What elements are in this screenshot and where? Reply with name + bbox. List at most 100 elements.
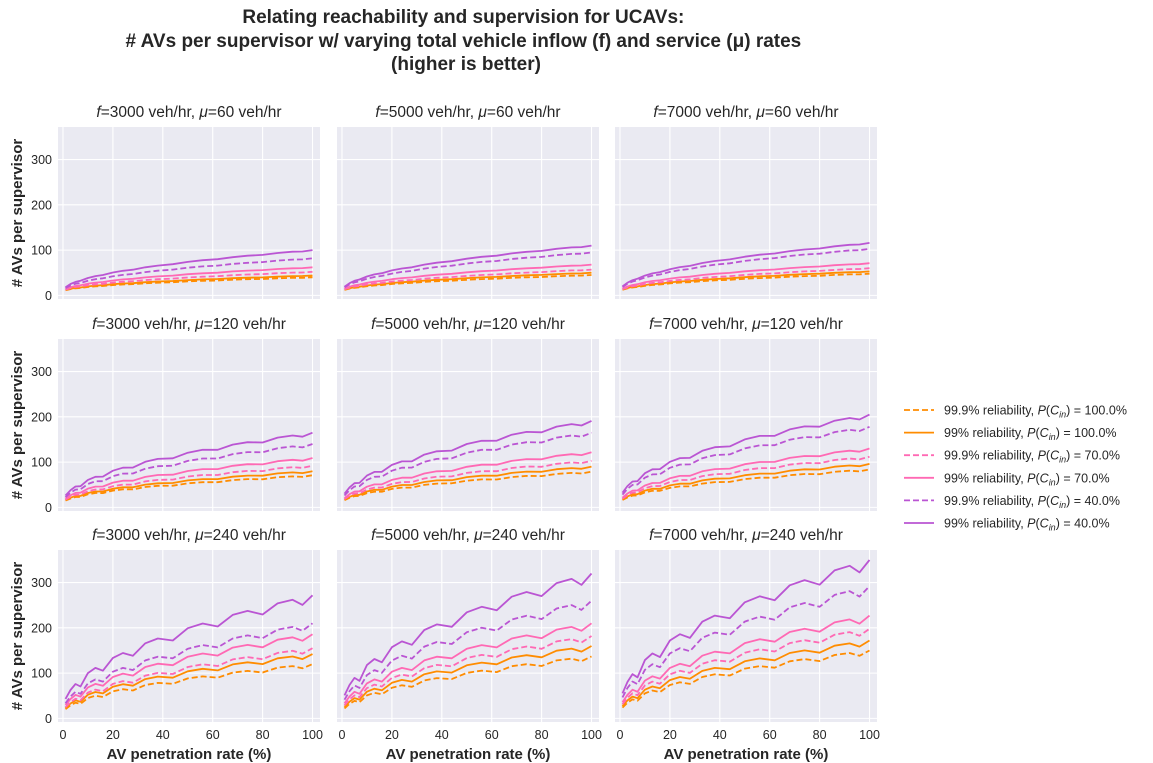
title-mu-symbol: μ (473, 316, 483, 333)
x-tick-label: 80 (256, 728, 270, 742)
subplot-7000-240: f=7000 veh/hr, μ=240 veh/hr 0 20 40 60 80 100 A… (615, 527, 880, 763)
figure-title: Relating reachability and supervision fo… (125, 7, 806, 75)
title-mu-symbol: μ (755, 104, 765, 121)
series-line-4 (622, 262, 870, 290)
series-line-5 (343, 600, 593, 701)
subplot-title: f=3000 veh/hr, μ=240 veh/hr (92, 527, 286, 544)
y-axis-label: # AVs per supervisor (9, 139, 26, 288)
series-line-6 (621, 413, 870, 494)
title-mu-symbol: μ (473, 527, 483, 544)
y-tick-label: 200 (31, 198, 52, 212)
y-tick-label: 0 (45, 501, 52, 515)
legend-item: 99% reliability, P(Cin) = 70.0% (904, 471, 1110, 487)
figure-title-line-1: Relating reachability and supervision fo… (242, 7, 684, 28)
x-tick-label: 100 (302, 728, 323, 742)
title-f-symbol: f (371, 527, 377, 544)
series-line-2 (344, 465, 592, 501)
title-f-value: =3000 veh/hr, (96, 527, 195, 544)
subplot-title: f=5000 veh/hr, μ=240 veh/hr (371, 527, 565, 544)
subplot-title: f=7000 veh/hr, μ=120 veh/hr (649, 316, 843, 333)
title-f-symbol: f (96, 104, 102, 121)
plot-area (615, 339, 877, 511)
subplot-5000-120: f=5000 veh/hr, μ=120 veh/hr (337, 316, 599, 511)
series-line-1 (344, 470, 592, 502)
title-mu-symbol: μ (751, 316, 761, 333)
legend-label: 99.9% reliability, P(Cin) = 70.0% (944, 449, 1120, 465)
legend-item: 99.9% reliability, P(Cin) = 40.0% (904, 494, 1120, 510)
series-line-1 (64, 663, 313, 710)
subplot-5000-60: f=5000 veh/hr, μ=60 veh/hr (337, 104, 599, 299)
title-mu-value: =60 veh/hr (208, 104, 282, 121)
title-mu-value: =240 veh/hr (761, 527, 843, 544)
legend-item: 99% reliability, P(Cin) = 40.0% (904, 517, 1110, 533)
subplot-title: f=3000 veh/hr, μ=120 veh/hr (92, 316, 286, 333)
title-f-value: =3000 veh/hr, (96, 316, 195, 333)
y-tick-label: 200 (31, 410, 52, 424)
series-line-3 (344, 268, 592, 291)
subplot-title: f=7000 veh/hr, μ=240 veh/hr (649, 527, 843, 544)
x-tick-label: 40 (435, 728, 449, 742)
x-tick-label: 20 (106, 728, 120, 742)
series-line-4 (621, 447, 870, 499)
x-tick-label: 60 (763, 728, 777, 742)
x-tick-label: 60 (206, 728, 220, 742)
subplot-3000-120: f=3000 veh/hr, μ=120 veh/hr 0 100 200 300 # A… (9, 316, 320, 515)
legend-label: 99% reliability, P(Cin) = 100.0% (944, 426, 1117, 442)
series-line-6 (65, 249, 313, 288)
x-tick-label: 20 (385, 728, 399, 742)
series-line-4 (343, 622, 593, 704)
plot-area (337, 550, 599, 722)
title-mu-value: =240 veh/hr (483, 527, 565, 544)
x-tick-label: 0 (339, 728, 346, 742)
series-line-2 (622, 270, 870, 291)
series-line-3 (344, 459, 592, 500)
x-tick-label: 0 (617, 728, 624, 742)
legend-item: 99.9% reliability, P(Cin) = 70.0% (904, 449, 1120, 465)
series-line-4 (64, 633, 313, 706)
legend-label: 99% reliability, P(Cin) = 40.0% (944, 517, 1110, 533)
series-line-2 (343, 645, 592, 708)
x-tick-label: 60 (485, 728, 499, 742)
series-line-3 (65, 464, 313, 501)
title-mu-symbol: μ (477, 104, 487, 121)
series-line-5 (65, 257, 313, 289)
title-f-value: =7000 veh/hr, (658, 104, 757, 121)
series-line-3 (65, 270, 313, 291)
series-line-1 (65, 474, 313, 502)
series-line-1 (621, 649, 870, 709)
series-line-3 (622, 267, 870, 291)
series-line-5 (622, 247, 870, 288)
y-tick-label: 100 (31, 667, 52, 681)
figure-title-line-3: (higher is better) (391, 54, 541, 75)
title-mu-symbol: μ (198, 104, 208, 121)
series-line-4 (64, 457, 313, 500)
title-f-value: =3000 veh/hr, (101, 104, 200, 121)
series-line-1 (622, 468, 870, 501)
y-axis-label: # AVs per supervisor (9, 351, 26, 500)
series-line-6 (621, 559, 871, 694)
series-line-2 (64, 653, 313, 709)
title-mu-value: =60 veh/hr (765, 104, 839, 121)
y-tick-label: 300 (31, 365, 52, 379)
y-tick-label: 100 (31, 456, 52, 470)
series-line-3 (621, 455, 870, 500)
legend: 99.9% reliability, P(Cin) = 100.0% 99% re… (904, 404, 1127, 533)
series-line-2 (622, 463, 870, 501)
series-line-2 (65, 470, 313, 502)
x-axis-label: AV penetration rate (%) (664, 746, 829, 763)
x-tick-label: 80 (535, 728, 549, 742)
series-line-2 (65, 274, 313, 291)
legend-label: 99.9% reliability, P(Cin) = 100.0% (944, 404, 1127, 420)
plot-area (58, 127, 320, 299)
title-f-symbol: f (375, 104, 381, 121)
series-line-4 (343, 451, 592, 499)
x-tick-label: 40 (713, 728, 727, 742)
series-line-5 (344, 251, 592, 289)
title-mu-value: =120 veh/hr (204, 316, 286, 333)
y-tick-label: 300 (31, 576, 52, 590)
series-line-4 (621, 614, 871, 703)
series-line-5 (64, 443, 313, 498)
subplot-title: f=7000 veh/hr, μ=60 veh/hr (653, 104, 838, 121)
